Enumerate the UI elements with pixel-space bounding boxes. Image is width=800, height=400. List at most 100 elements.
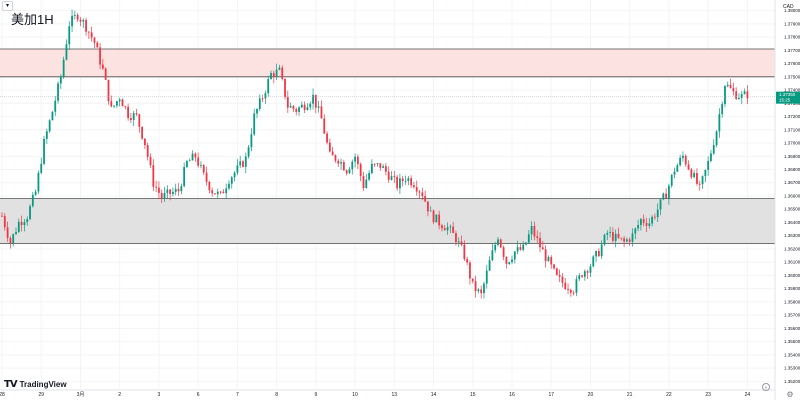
candle-body bbox=[410, 178, 413, 186]
candle-body bbox=[609, 232, 611, 233]
settings-gear-icon[interactable]: ⚙ bbox=[786, 390, 794, 399]
candle-body bbox=[261, 98, 264, 100]
candle-body bbox=[20, 221, 23, 226]
candle-body bbox=[446, 227, 449, 231]
candle-body bbox=[158, 187, 160, 193]
candle-body bbox=[648, 223, 651, 226]
time-tick-label: 2 bbox=[118, 392, 121, 398]
candle-body bbox=[37, 172, 40, 192]
candle-body bbox=[603, 234, 606, 245]
tradingview-logo[interactable]: TV TradingView bbox=[4, 378, 67, 390]
candle-body bbox=[455, 233, 457, 243]
candle-body bbox=[76, 15, 79, 20]
candle-body bbox=[216, 191, 219, 195]
candle-body bbox=[693, 173, 696, 178]
chart-menu-button[interactable]: ▾ bbox=[2, 1, 13, 11]
candle-body bbox=[90, 32, 93, 38]
candle-body bbox=[413, 185, 415, 188]
candle-body bbox=[197, 157, 200, 166]
tradingview-logo-icon: TV bbox=[4, 378, 18, 390]
candle-body bbox=[466, 259, 469, 263]
price-tick-label: 1.37700 bbox=[784, 48, 800, 53]
time-tick-label: 10 bbox=[352, 392, 358, 398]
candle-body bbox=[267, 79, 270, 94]
candle-body bbox=[295, 108, 298, 112]
price-tick-label: 1.35700 bbox=[784, 313, 800, 318]
candle-body bbox=[497, 239, 499, 245]
candle-body bbox=[642, 219, 645, 223]
price-tick-label: 1.36200 bbox=[784, 246, 800, 251]
candle-body bbox=[368, 173, 370, 180]
price-tick-label: 1.38000 bbox=[784, 8, 800, 13]
candle-body bbox=[82, 19, 85, 22]
candle-body bbox=[334, 155, 337, 161]
time-tick-label: 6 bbox=[197, 392, 200, 398]
candle-body bbox=[155, 186, 158, 188]
price-tick-label: 1.37100 bbox=[784, 127, 800, 132]
time-tick-label: 24 bbox=[745, 392, 751, 398]
candle-body bbox=[317, 106, 320, 108]
candle-body bbox=[623, 238, 625, 242]
candle-body bbox=[12, 234, 15, 244]
candle-body bbox=[68, 26, 71, 45]
candle-body bbox=[617, 233, 620, 238]
currency-label[interactable]: CAD bbox=[783, 4, 794, 10]
candle-body bbox=[578, 275, 581, 280]
candle-body bbox=[438, 214, 441, 226]
candle-body bbox=[404, 180, 407, 182]
time-tick-label: 21 bbox=[627, 392, 633, 398]
candle-body bbox=[544, 249, 547, 262]
candle-body bbox=[508, 262, 511, 264]
candle-body bbox=[188, 160, 191, 162]
candle-body bbox=[634, 228, 637, 234]
candle-body bbox=[180, 186, 183, 192]
price-tick-label: 1.35800 bbox=[784, 299, 800, 304]
candle-body bbox=[354, 156, 356, 162]
candle-body bbox=[115, 101, 118, 106]
candle-body bbox=[314, 94, 317, 108]
price-tick-label: 1.37400 bbox=[784, 88, 800, 93]
candle-body bbox=[130, 118, 132, 120]
candle-body bbox=[351, 161, 354, 170]
candle-body bbox=[611, 232, 614, 241]
candle-body bbox=[138, 114, 141, 127]
candle-body bbox=[631, 233, 634, 242]
candle-body bbox=[558, 274, 561, 277]
candle-body bbox=[494, 244, 497, 251]
candle-body bbox=[718, 114, 721, 132]
scroll-to-realtime-button[interactable]: » bbox=[762, 383, 770, 391]
candle-body bbox=[312, 94, 314, 104]
candle-body bbox=[432, 210, 435, 223]
candle-body bbox=[435, 214, 438, 223]
candle-body bbox=[390, 176, 393, 180]
candle-body bbox=[698, 183, 701, 185]
price-tick-label: 1.35400 bbox=[784, 352, 800, 357]
candle-body bbox=[17, 221, 20, 232]
candle-body bbox=[244, 156, 247, 167]
candle-body bbox=[522, 244, 525, 250]
candle-body bbox=[640, 219, 642, 226]
resistance-zone bbox=[0, 48, 775, 77]
candle-body bbox=[385, 166, 387, 172]
candle-body bbox=[208, 181, 211, 191]
price-tick-label: 1.36500 bbox=[784, 207, 800, 212]
candle-body bbox=[460, 241, 463, 245]
candle-body bbox=[505, 256, 508, 264]
price-tick-label: 1.35600 bbox=[784, 326, 800, 331]
candle-body bbox=[676, 165, 679, 172]
price-tick-label: 1.36400 bbox=[784, 220, 800, 225]
price-tick-label: 1.37200 bbox=[784, 114, 800, 119]
price-tick-label: 1.36900 bbox=[784, 154, 800, 159]
candle-body bbox=[169, 189, 172, 194]
candle-body bbox=[600, 244, 603, 257]
candle-body bbox=[567, 288, 569, 290]
candles-layer bbox=[1, 9, 749, 299]
candle-body bbox=[29, 206, 31, 220]
candle-body bbox=[399, 178, 401, 189]
candle-body bbox=[662, 193, 665, 200]
candle-body bbox=[373, 163, 376, 165]
time-axis: 28 29 3月 2 3 6 7 8 9 10 13 14 15 16 17 20 21 22 23 24 bbox=[0, 392, 750, 398]
candle-body bbox=[79, 19, 82, 22]
